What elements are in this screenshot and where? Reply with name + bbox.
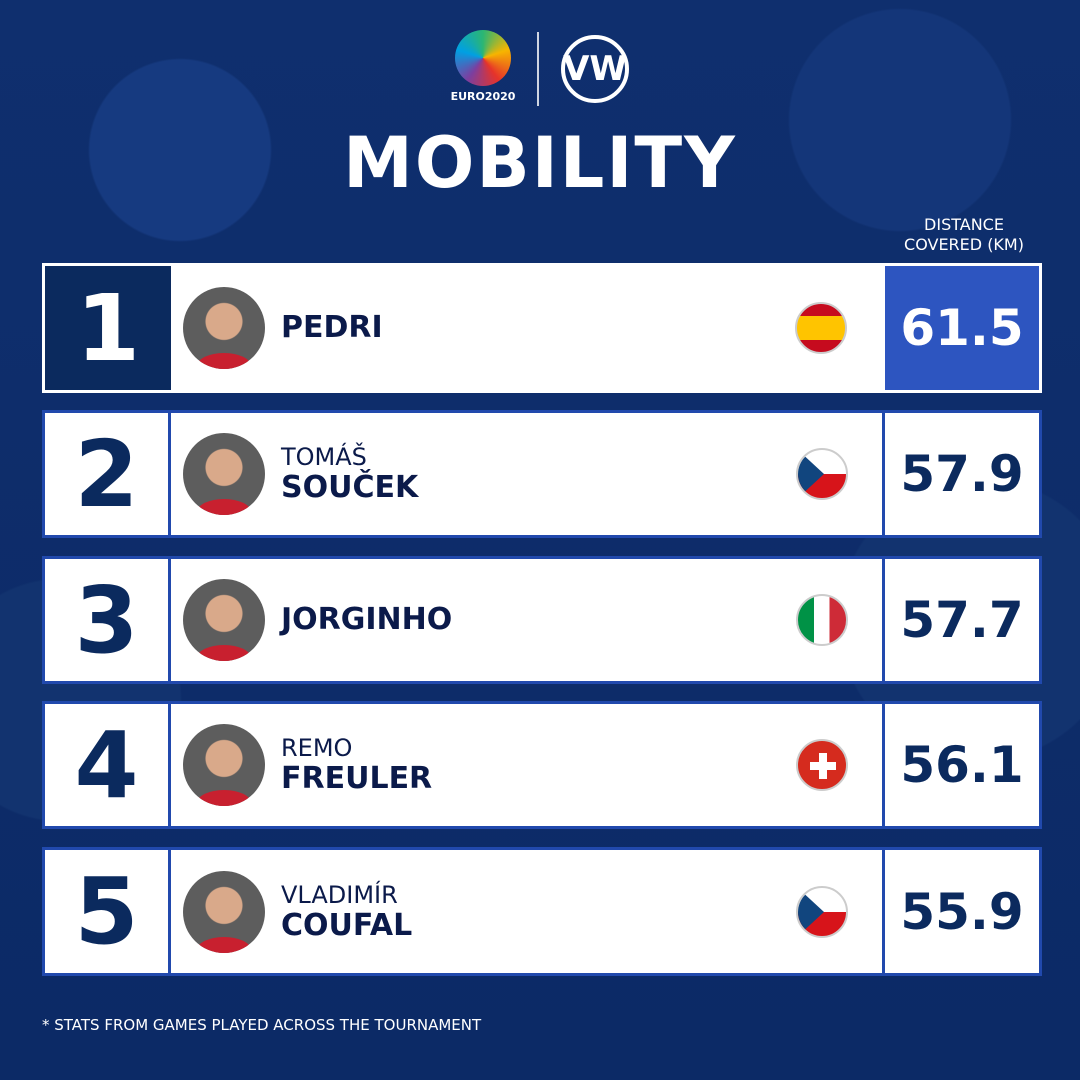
player-first-name: TOMÁŠ — [281, 443, 367, 471]
rank-number: 3 — [45, 559, 171, 681]
player-last-name: SOUČEK — [281, 470, 419, 505]
spain-flag-icon — [795, 302, 847, 354]
italy-flag-icon — [796, 594, 848, 646]
player-cell: JORGINHO — [171, 559, 885, 681]
distance-value: 61.5 — [885, 266, 1039, 390]
player-avatar — [183, 287, 265, 369]
rank-number: 5 — [45, 850, 171, 973]
rank-number: 2 — [45, 413, 171, 535]
player-first-name: REMO — [281, 734, 353, 762]
switzerland-flag-icon — [796, 739, 848, 791]
rank-number: 1 — [45, 266, 171, 390]
divider — [537, 32, 539, 106]
player-last-name: PEDRI — [281, 310, 383, 345]
euro2020-logo-text: EURO2020 — [450, 90, 516, 103]
rank-number: 4 — [45, 704, 171, 826]
czech-republic-flag-icon — [796, 885, 848, 938]
logo-bar: EURO2020 VW — [0, 30, 1080, 108]
distance-value: 57.9 — [900, 445, 1024, 503]
column-header: DISTANCE COVERED (KM) — [904, 215, 1024, 254]
czech-republic-flag-icon — [796, 448, 848, 500]
player-last-name: FREULER — [281, 761, 433, 796]
player-cell: PEDRI — [171, 266, 881, 390]
player-first-name: VLADIMÍR — [281, 880, 398, 909]
player-cell: VLADIMÍR COUFAL — [171, 850, 885, 973]
player-avatar — [183, 724, 265, 806]
ranking-row: 2 TOMÁŠ SOUČEK 57.9 — [42, 410, 1042, 538]
vw-logo: VW — [561, 35, 629, 103]
ranking-row: 5 VLADIMÍR COUFAL 55.9 — [42, 847, 1042, 976]
euro2020-logo: EURO2020 — [451, 30, 515, 108]
ranking-row: 4 REMO FREULER 56.1 — [42, 701, 1042, 829]
player-avatar — [183, 870, 265, 953]
page-title: MOBILITY — [343, 122, 737, 204]
distance-value: 57.7 — [900, 591, 1024, 649]
footnote: * STATS FROM GAMES PLAYED ACROSS THE TOU… — [42, 1016, 482, 1034]
player-avatar — [183, 579, 265, 661]
player-avatar — [183, 433, 265, 515]
ranking-row: 3 JORGINHO 57.7 — [42, 556, 1042, 684]
ranking-row: 1 PEDRI 61.5 — [42, 263, 1042, 393]
player-cell: TOMÁŠ SOUČEK — [171, 413, 885, 535]
distance-value: 56.1 — [900, 736, 1024, 794]
player-last-name: COUFAL — [281, 907, 413, 943]
player-last-name: JORGINHO — [281, 602, 453, 637]
distance-value: 55.9 — [900, 882, 1024, 941]
player-cell: REMO FREULER — [171, 704, 885, 826]
